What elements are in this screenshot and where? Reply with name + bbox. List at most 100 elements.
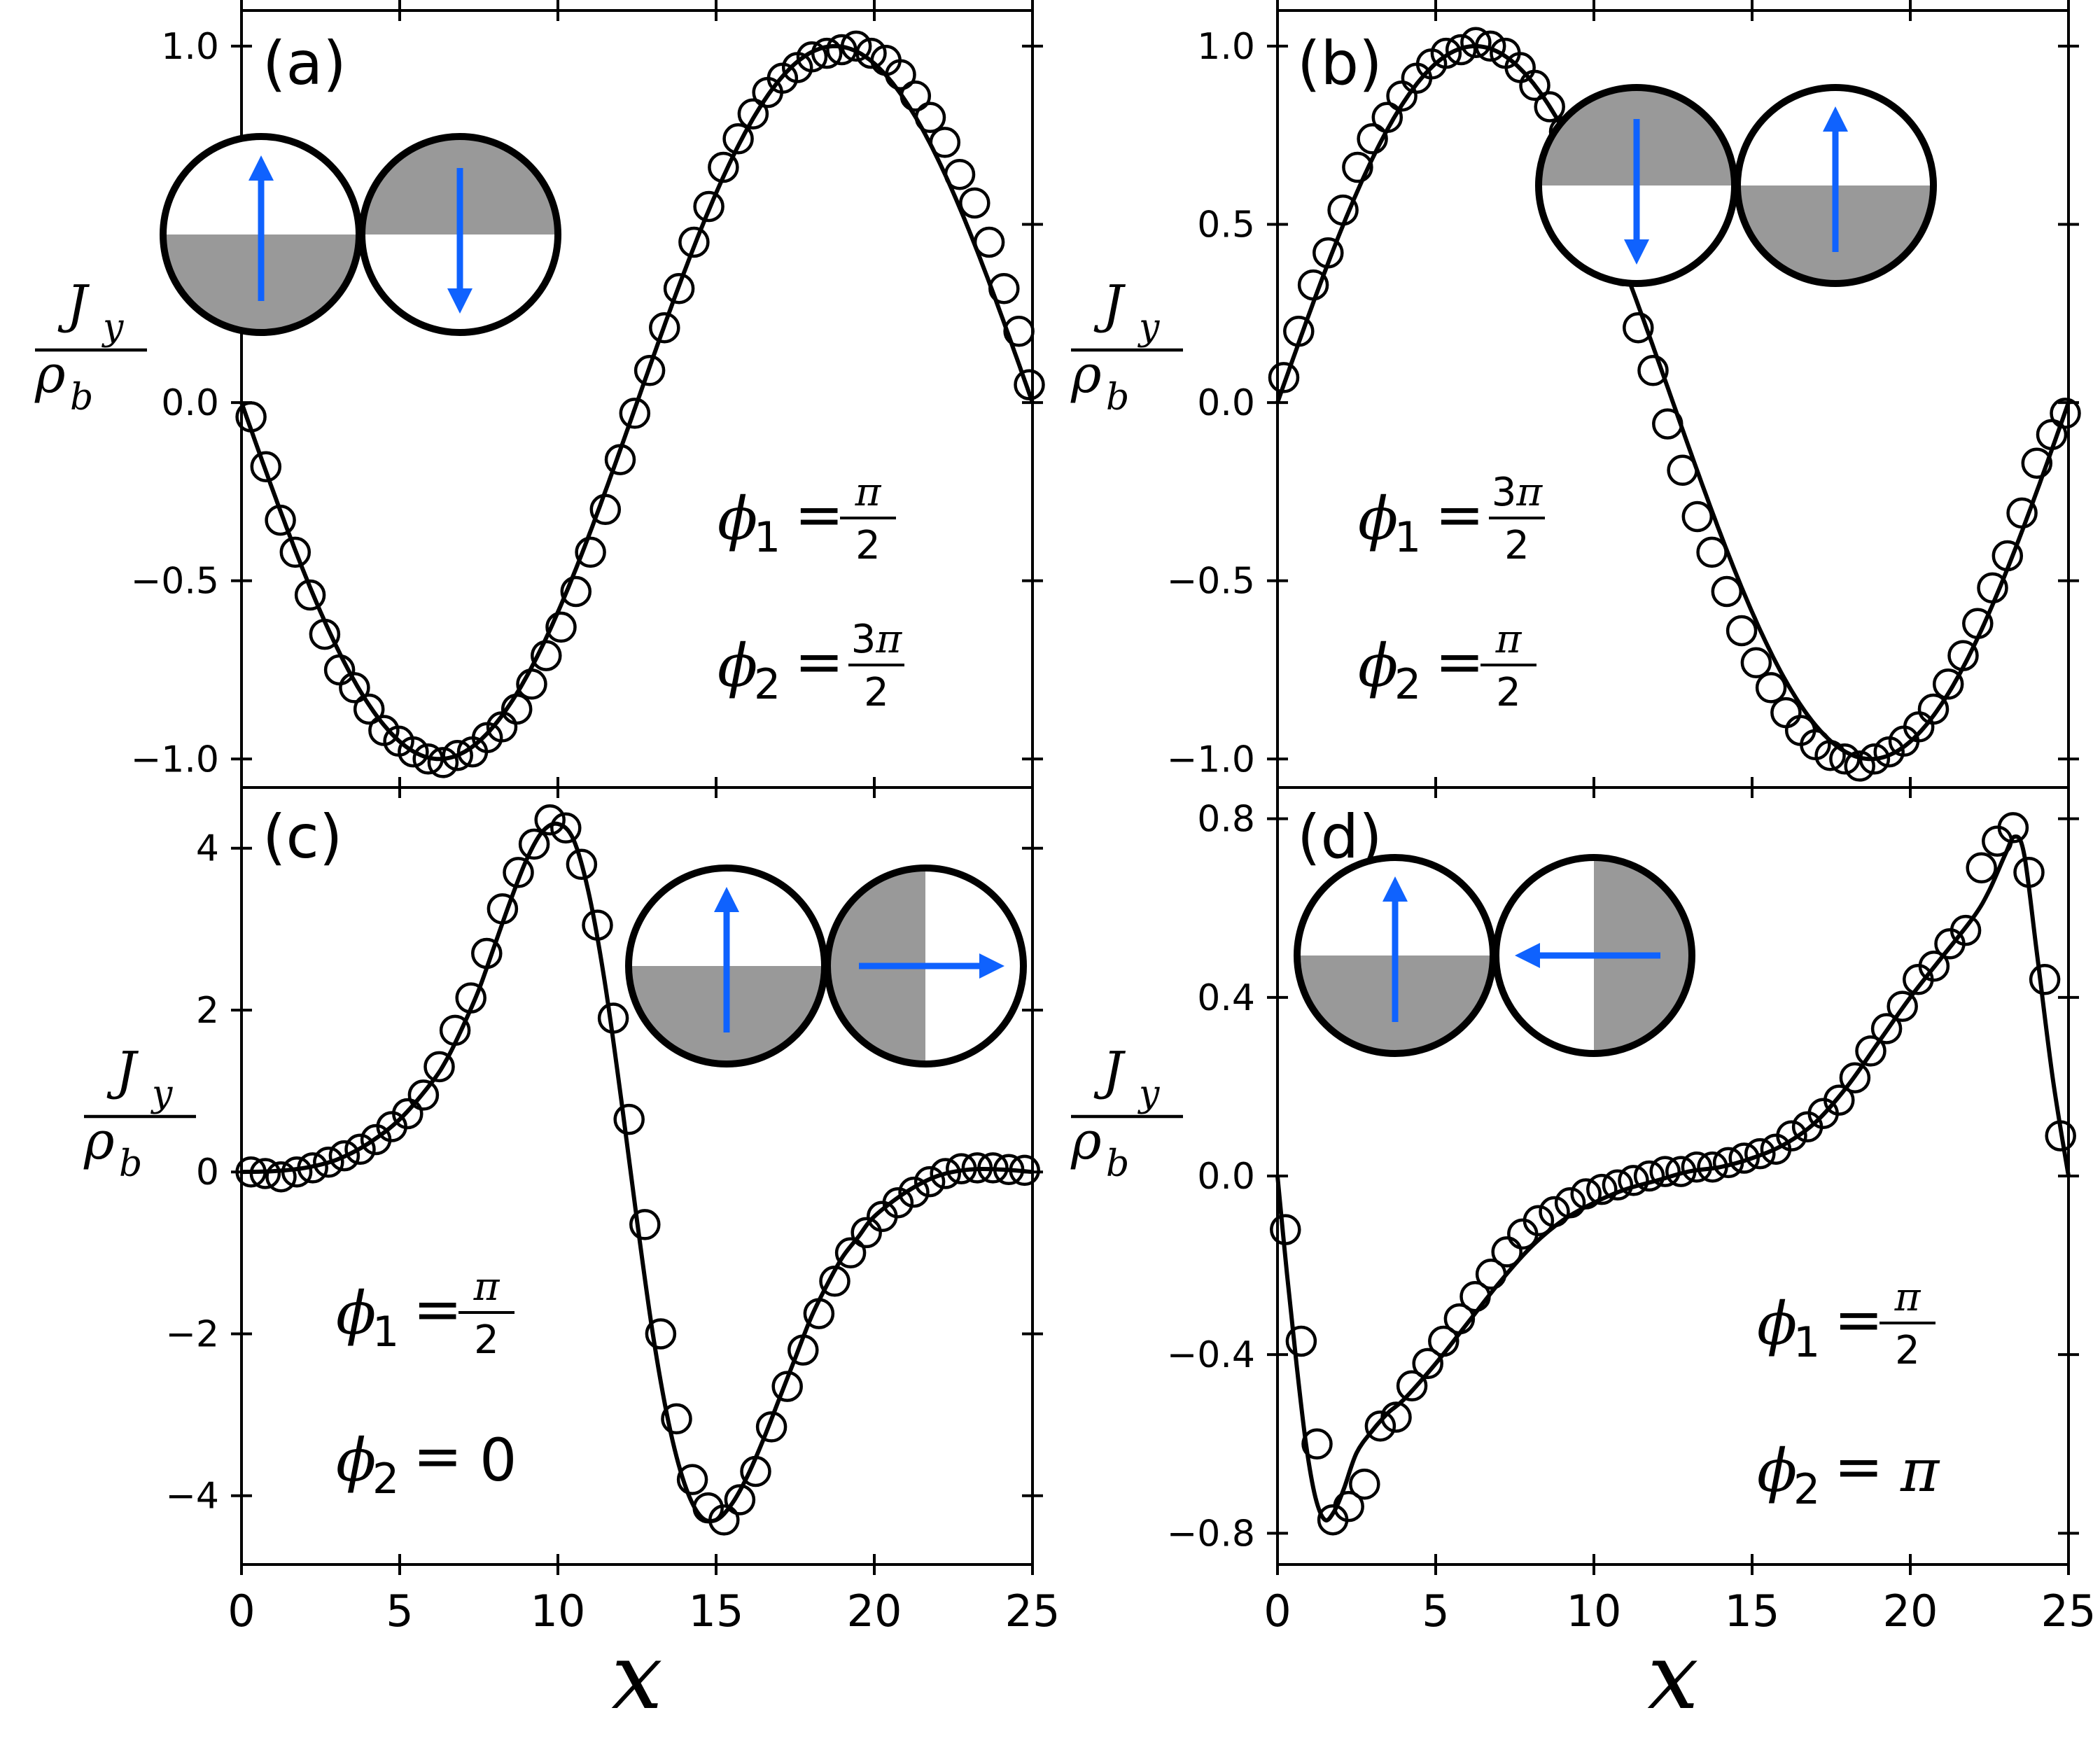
panel-a-ytick-label-1: −0.5 — [131, 561, 219, 603]
panel-b-data-point — [1991, 540, 2024, 572]
panel-c-xtick-labels: 0 5 10 15 20 25 — [227, 1586, 1060, 1637]
panel-a-data-point — [634, 355, 666, 386]
panel-b-data-point — [1637, 355, 1669, 386]
panel-a-data-point — [279, 536, 312, 568]
panel-c-data-point — [424, 1051, 455, 1083]
panel-c-data-point — [645, 1318, 677, 1350]
panel-b-ytick-label-2: 0.0 — [1197, 382, 1255, 424]
panel-b-data-point — [1430, 37, 1462, 69]
panel-b-data-point — [1268, 362, 1300, 393]
panel-a-data-point — [604, 444, 636, 475]
panel-a-phi1-sub: 1 — [754, 513, 780, 562]
ylabel-numerator-sub: y — [1138, 307, 1160, 349]
panel-d-phi1-equals: = — [1834, 1285, 1883, 1354]
panel-c-data-point — [898, 1176, 930, 1208]
panel-d-phi1-denominator: 2 — [1895, 1328, 1920, 1373]
panel-a-data-point — [678, 226, 710, 258]
panel-c-inset-left-circle — [625, 864, 828, 1068]
panel-b-data-point — [1858, 743, 1891, 775]
panel-c-data-point — [629, 1209, 661, 1240]
panel-c-data-point — [740, 1455, 771, 1488]
panel-d-xtick-label-1: 5 — [1422, 1586, 1449, 1637]
panel-d-phi2-value: π — [1900, 1436, 1940, 1505]
panel-d-data-point — [1855, 1035, 1886, 1067]
panel-b-data-point — [2021, 447, 2053, 479]
panel-c-data-point — [819, 1266, 850, 1297]
panel-a-data-point — [811, 37, 843, 69]
inset-circle-outline — [358, 133, 561, 336]
panel-d-phi1-numerator: π — [1894, 1275, 1921, 1320]
panel-d-data-point — [1665, 1156, 1697, 1187]
panel-c-data-point — [534, 804, 566, 836]
panel-c-phi2-symbol: ϕ — [336, 1426, 376, 1494]
panel-b-ytick-label-3: 0.5 — [1197, 204, 1255, 246]
panel-b-ytick-label-4: 1.0 — [1197, 26, 1255, 68]
panel-d-data-point — [1364, 1410, 1396, 1442]
panel-c-data-point — [850, 1217, 882, 1249]
panel-b-ytick-label-0: −1.0 — [1167, 738, 1255, 780]
panel-a-data-point — [708, 151, 739, 183]
ylabel-numerator: J — [1093, 274, 1126, 335]
ylabel-numerator-sub: y — [102, 307, 124, 349]
panel-d-xtick-label-3: 15 — [1725, 1586, 1780, 1637]
panel-a-label: (a) — [262, 29, 346, 99]
ylabel-denominator-sub: b — [119, 1143, 142, 1185]
panel-b-inset — [1535, 84, 1937, 287]
panel-d-inset-left-circle — [1294, 854, 1497, 1057]
panel-b-data-point — [1844, 750, 1875, 782]
ylabel-denominator-sub: b — [70, 377, 93, 419]
panel-a-inset-right-circle — [358, 133, 561, 336]
panel-a-data-point — [722, 123, 754, 155]
inset-circle-outline — [824, 864, 1027, 1068]
panel-c-data-point — [455, 982, 486, 1014]
panel-c-data-point — [344, 1133, 376, 1166]
panel-a-data-point — [442, 739, 473, 771]
panel-b-fit-line — [1275, 43, 2071, 762]
panel-c-data-point — [676, 1464, 708, 1495]
panel-d-data-point — [1285, 1325, 1317, 1357]
panel-a-data-point — [339, 672, 370, 704]
panel-c-data-point — [993, 1154, 1025, 1186]
panel-a-data-point — [899, 80, 932, 112]
panel-d-phi1-sub: 1 — [1793, 1318, 1820, 1367]
panel-b-data-point — [1474, 30, 1506, 62]
panel-a-data-point — [398, 736, 429, 768]
panel-c-xtick-label-4: 20 — [847, 1586, 902, 1637]
panel-c-xtick-label-1: 5 — [386, 1586, 413, 1637]
panel-d-data-point — [1712, 1147, 1744, 1179]
panel-d-xtick-label-5: 25 — [2041, 1586, 2096, 1637]
inset-circle-outline — [1734, 84, 1937, 287]
panel-d-ytick-label-1: −0.4 — [1167, 1334, 1255, 1376]
panel-c-data-point — [882, 1186, 914, 1219]
panel-a-phi2-numerator: 3π — [851, 617, 903, 662]
panel-d-data-point — [1918, 950, 1950, 982]
panel-d-data-point — [1270, 1214, 1301, 1245]
panel-a-data-point — [929, 127, 961, 158]
x-axis-label-left: x — [611, 1623, 662, 1730]
panel-c-data-point — [582, 909, 613, 941]
ylabel-denominator: ρ — [1070, 344, 1102, 405]
panel-c-phi2-equals: = — [413, 1422, 462, 1490]
panel-b-data-point — [1696, 536, 1728, 568]
panel-d-data-point — [1697, 1151, 1728, 1183]
ylabel-denominator: ρ — [1070, 1111, 1102, 1171]
panel-b-data-point — [1342, 151, 1373, 183]
panel-b-data-point — [1814, 739, 1846, 771]
panel-d-data-point — [1460, 1280, 1491, 1312]
panel-d-data-point — [1301, 1428, 1333, 1460]
panel-a-data-point — [516, 668, 547, 700]
panel-d-data-point — [1823, 1084, 1855, 1116]
panel-a-phi2-equals: = — [794, 627, 844, 696]
panel-b-data-point — [1357, 123, 1388, 155]
panel-c-data-point — [930, 1158, 961, 1189]
panel-d-data-point — [1602, 1169, 1634, 1201]
panel-b-phi2-equals: = — [1435, 627, 1484, 696]
panel-d-data-point — [1570, 1178, 1602, 1210]
panel-b-data-point — [2050, 398, 2081, 429]
panel-c-data-point — [328, 1140, 360, 1172]
panel-a-data-point — [693, 190, 724, 223]
